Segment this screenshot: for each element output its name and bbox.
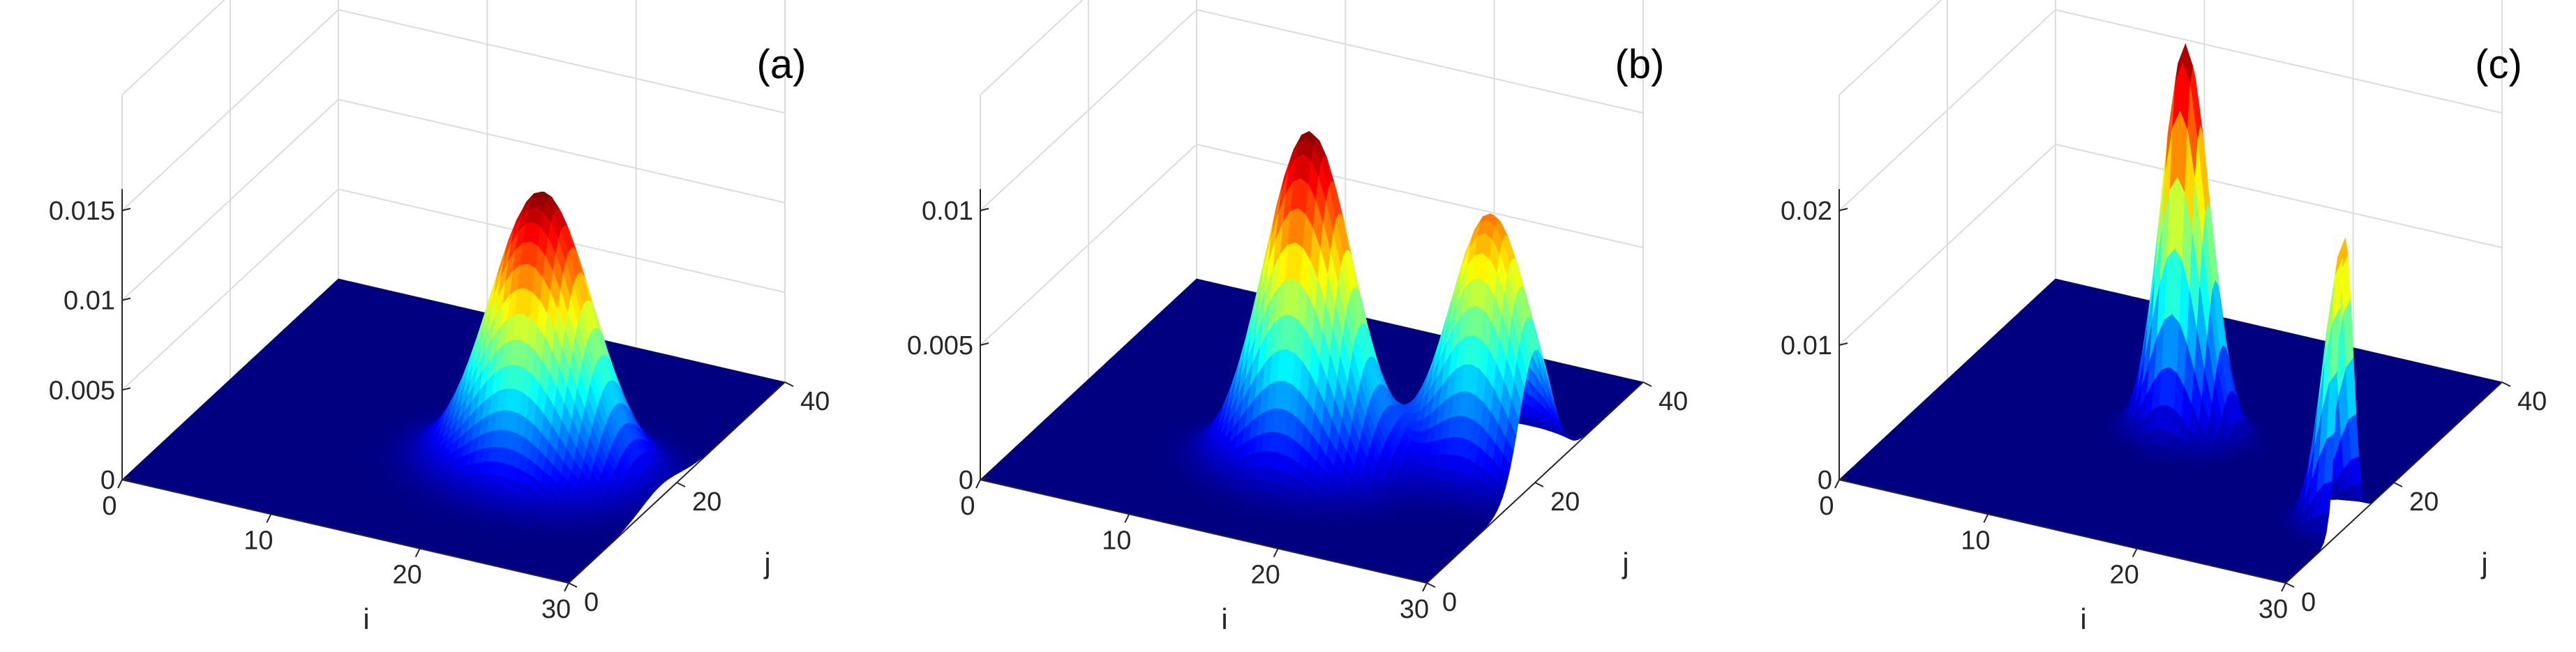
z-tick-label: 0.01 — [63, 287, 115, 316]
panel-b: 0 10 20 30 0 20 40 0 0.005 0.01 i j (b) — [858, 0, 1717, 652]
z-tick-label: 0.015 — [49, 197, 115, 226]
z-tick-label: 0 — [100, 466, 115, 495]
box-top-edge — [980, 0, 1084, 96]
i-tick-label: 30 — [541, 595, 571, 624]
i-tick-label: 20 — [393, 561, 422, 590]
i-tick-label: 0 — [102, 492, 117, 521]
i-axis-label: i — [363, 602, 369, 635]
surface — [980, 130, 1644, 584]
panel-title: (a) — [757, 42, 807, 87]
i-tick — [564, 582, 569, 592]
j-tick-label: 20 — [692, 487, 721, 517]
j-tick-label: 0 — [584, 588, 599, 617]
i-tick — [266, 513, 272, 523]
j-tick — [676, 482, 686, 487]
j-tick — [784, 381, 794, 387]
surface — [121, 191, 786, 584]
box-top-edge — [121, 0, 225, 96]
z-tick-label: 0.005 — [49, 376, 115, 405]
j-axis-label: j — [763, 547, 770, 579]
i-tick — [117, 479, 123, 489]
j-tick — [568, 582, 578, 588]
z-grid-line — [121, 98, 786, 301]
z-grid-line — [121, 8, 786, 211]
i-tick — [414, 548, 421, 558]
surface-plot-a: 0 10 20 30 0 20 40 0 0.005 0.01 0.015 i j (a) — [49, 0, 830, 635]
i-tick-label: 10 — [244, 526, 273, 555]
j-tick-label: 40 — [800, 387, 830, 416]
panel-a: 0 10 20 30 0 20 40 0 0.005 0.01 0.015 i j (a) — [0, 0, 858, 652]
